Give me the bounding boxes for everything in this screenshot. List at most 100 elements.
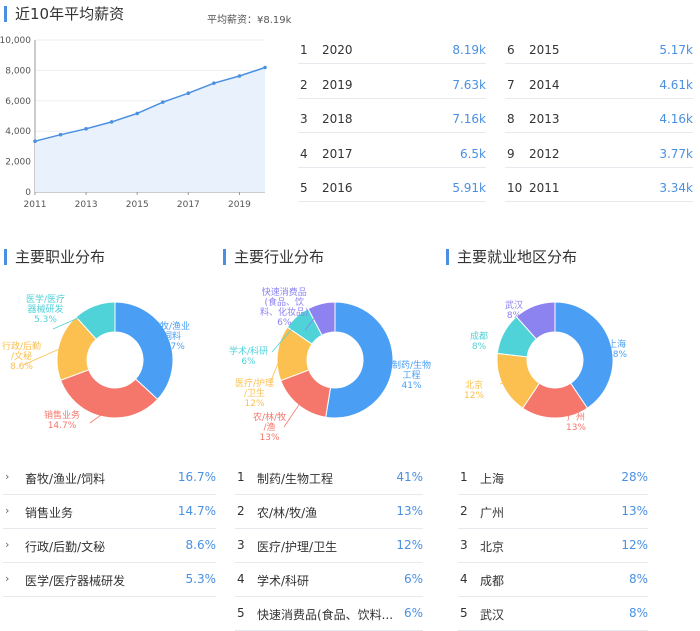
donut-slice [515,301,556,340]
donut-leader-line [160,338,165,363]
donut-slice [325,301,394,419]
occupation-section-title: 主要职业分布 [4,249,105,265]
salary-value: 3.77k [659,146,693,161]
x-tick-label: 2017 [177,200,200,210]
donut-label: 广州 13% [566,413,587,433]
list-label: 上海 [480,472,505,486]
list-label: 武汉 [480,608,505,622]
y-tick-label: 6,000 [5,97,31,107]
list-label: 北京 [480,540,505,554]
occupation-list-item: › 销售业务 14.7% [3,494,216,529]
donut-leader-line [283,401,302,428]
salary-value: 5.17k [659,43,693,57]
industry-list-item: 1 制药/生物工程 41% [235,460,423,495]
list-rank: 5 [460,606,468,620]
salary-rank: 9 [507,146,515,161]
list-value: 6% [403,606,423,620]
y-tick-label: 2,000 [5,158,31,168]
salary-area [35,67,265,192]
region-list-item: 2 广州 13% [458,494,648,529]
donut-label: 快速消费品 (食品、饮 料、化妆品) 6% [260,288,309,328]
donut-slice [75,301,116,340]
x-tick-label: 2015 [126,200,149,210]
salary-year: 2012 [529,146,560,161]
list-value: 8% [628,572,648,586]
salary-row: 6 2015 5.17k [505,37,693,64]
salary-value: 3.34k [659,181,693,195]
list-label: 制药/生物工程 [257,472,334,486]
donut-label: 制药/生物 工程 41% [392,361,432,391]
donut-label: 畜牧/渔业 /饲料 16.7% [151,322,191,352]
donut-slice [60,369,159,419]
chevron-right-icon: › [5,572,10,585]
list-label: 行政/后勤/文秘 [25,540,106,554]
donut-leader-line [604,339,607,345]
salary-year: 2020 [322,43,353,57]
industry-list-item: 3 医疗/护理/卫生 12% [235,528,423,563]
industry-list-item: 4 学术/科研 6% [235,562,423,597]
donut-leader-line [502,335,508,341]
list-value: 12% [396,538,423,552]
donut-label: 医疗/护理 /卫生 12% [235,379,275,409]
y-tick-label: 8,000 [5,66,31,76]
list-label: 快速消费品(食品、饮料... [257,608,394,622]
donut-slice [554,301,614,409]
list-value: 8.6% [185,538,217,552]
salary-point [237,74,242,78]
industry-list-item: 5 快速消费品(食品、饮料... 6% [235,596,423,631]
x-tick-label: 2013 [75,200,98,210]
industry-section-title: 主要行业分布 [223,249,324,265]
chevron-right-icon: › [5,504,10,517]
salary-year: 2011 [529,181,560,195]
occupation-list-item: › 畜牧/渔业/饲料 16.7% [3,460,216,495]
salary-year: 2018 [322,112,353,126]
salary-point [212,81,216,85]
donut-label: 学术/科研 6% [229,347,269,367]
salary-year: 2017 [322,146,353,161]
salary-point [58,132,63,137]
x-tick-label: 2019 [228,200,251,210]
donut-label: 销售业务 14.7% [44,411,81,431]
list-rank: 2 [237,504,245,518]
salary-point [109,120,114,124]
list-label: 学术/科研 [257,574,310,588]
list-label: 医疗/护理/卫生 [257,540,338,554]
donut-label: 成都 8% [470,332,489,352]
y-tick-label: 4,000 [5,127,31,137]
list-rank: 3 [237,538,245,552]
region-list-item: 3 北京 12% [458,528,648,563]
salary-line-chart: 10,000 8,000 6,000 4,000 2,000 0 2011 2013 2015… [0,36,267,210]
donut-label: 北京 12% [464,381,485,401]
list-label: 农/林/牧/渔 [257,506,318,520]
donut-leader-line [22,346,64,366]
salary-rank: 5 [300,181,308,195]
list-rank: 4 [237,572,245,586]
region-list-item: 4 成都 8% [458,562,648,597]
list-label: 广州 [480,506,505,520]
occupation-list-item: › 医学/医疗器械研发 5.3% [3,562,216,597]
list-value: 41% [396,470,423,484]
salary-point [160,100,165,104]
salary-row: 10 2011 3.34k [505,175,693,202]
list-value: 16.7% [177,470,216,484]
salary-rank: 4 [300,146,308,161]
salary-value: 4.16k [659,112,693,126]
industry-donut-chart [269,301,394,428]
average-salary: 平均薪资：¥8.19k [207,15,292,26]
salary-value: 8.19k [452,43,486,57]
donut-label: 武汉 8% [505,301,524,321]
salary-point [84,126,88,131]
list-label: 畜牧/渔业/饲料 [25,472,106,486]
salary-year: 2015 [529,43,560,57]
salary-row: 8 2013 4.16k [505,106,693,133]
list-value: 8% [628,606,648,620]
donut-leader-line [52,309,96,330]
industry-list-item: 2 农/林/牧/渔 13% [235,494,423,529]
salary-year: 2019 [322,77,353,92]
donut-leader-line [271,319,300,353]
salary-rank: 1 [300,43,308,57]
region-list-item: 5 武汉 8% [458,596,648,631]
salary-value: 4.61k [659,77,693,92]
list-value: 13% [396,504,423,518]
donut-leader-line [499,381,507,385]
